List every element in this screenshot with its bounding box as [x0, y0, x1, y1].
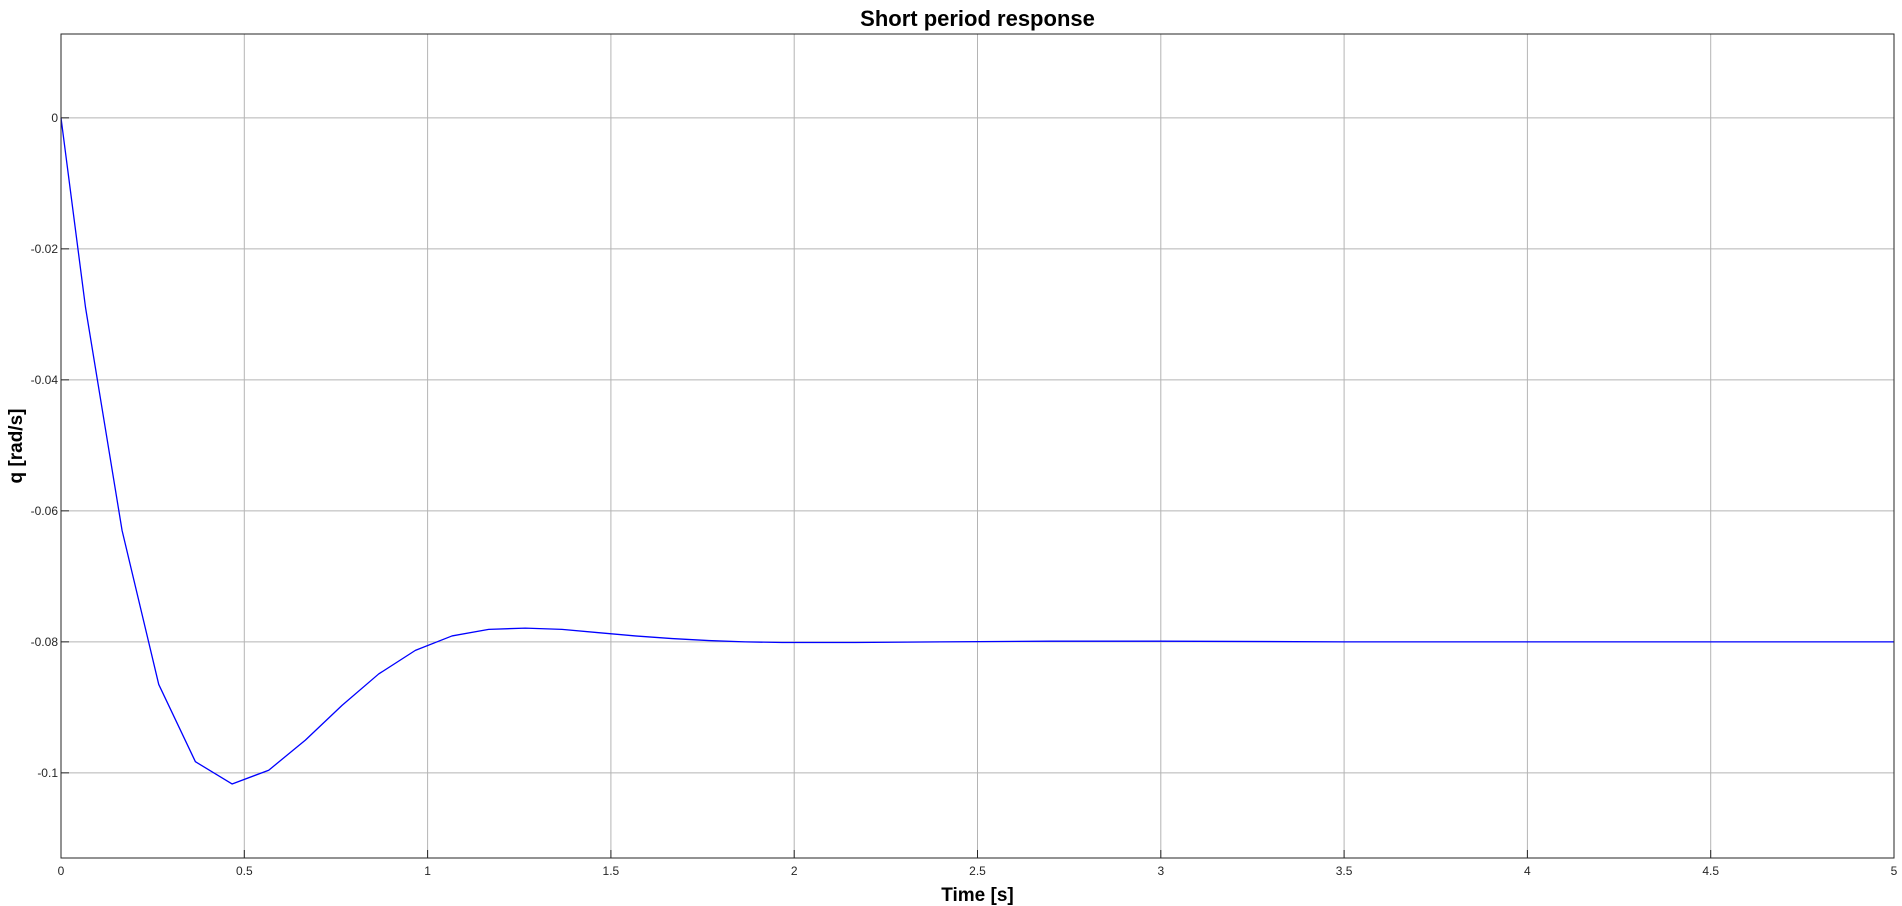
x-tick-label: 3.5 [1336, 864, 1353, 878]
x-tick-label: 4.5 [1702, 864, 1719, 878]
x-axis-ticks: 0 0.5 1 1.5 2 2.5 3 3.5 4 4.5 5 [58, 850, 1898, 878]
series-line [60, 117, 1894, 785]
x-tick-label: 1.5 [603, 864, 620, 878]
series-layer [60, 117, 1894, 785]
x-tick-label: 0 [58, 864, 65, 878]
y-tick-label: -0.08 [31, 635, 59, 649]
x-tick-label: 1 [424, 864, 431, 878]
x-axis-title: Time [s] [941, 885, 1014, 906]
x-tick-label: 2.5 [969, 864, 986, 878]
y-tick-label: -0.02 [31, 242, 59, 256]
y-tick-label: 0 [51, 111, 58, 125]
y-axis-title: q [rad/s] [6, 409, 27, 484]
x-tick-label: 2 [791, 864, 798, 878]
x-tick-label: 4 [1524, 864, 1531, 878]
x-tick-label: 0.5 [236, 864, 253, 878]
chart-title: Short period response [860, 6, 1095, 31]
y-axis-ticks: 0 -0.02 -0.04 -0.06 -0.08 -0.1 [31, 111, 69, 780]
y-tick-label: -0.06 [31, 504, 59, 518]
x-tick-label: 3 [1157, 864, 1164, 878]
x-tick-label: 5 [1891, 864, 1898, 878]
y-tick-label: -0.04 [31, 373, 59, 387]
y-tick-label: -0.1 [37, 766, 58, 780]
